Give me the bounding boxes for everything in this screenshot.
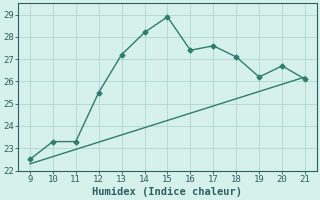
X-axis label: Humidex (Indice chaleur): Humidex (Indice chaleur): [92, 186, 243, 197]
